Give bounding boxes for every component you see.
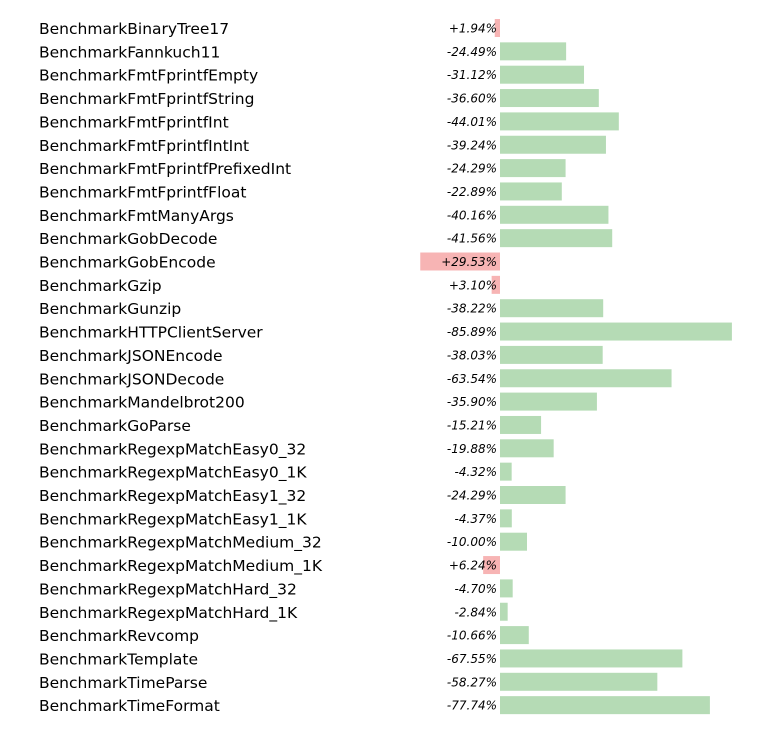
bar-BenchmarkTimeFormat (500, 696, 710, 715)
category-label: BenchmarkJSONEncode (39, 347, 223, 365)
value-label: +3.10% (449, 278, 497, 292)
bar-BenchmarkFmtFprintfPrefixedInt (500, 159, 566, 178)
category-label: BenchmarkFmtManyArgs (39, 207, 234, 225)
bar-BenchmarkBinaryTree17 (494, 19, 500, 37)
category-label: BenchmarkRevcomp (39, 627, 199, 645)
value-label: -24.29% (447, 162, 497, 176)
category-label: BenchmarkGobEncode (39, 254, 216, 272)
bar-BenchmarkFmtFprintfIntInt (500, 135, 606, 154)
value-label: -40.16% (447, 208, 497, 222)
category-label: BenchmarkRegexpMatchMedium_1K (39, 557, 323, 576)
value-label: -38.22% (447, 302, 497, 316)
bar-BenchmarkJSONDecode (500, 369, 672, 388)
category-label: BenchmarkFmtFprintfPrefixedInt (39, 160, 291, 178)
category-label: BenchmarkFannkuch11 (39, 43, 220, 61)
category-label: BenchmarkGoParse (39, 417, 191, 435)
value-label: -4.37% (455, 512, 497, 526)
category-label: BenchmarkFmtFprintfIntInt (39, 137, 249, 155)
value-label: -10.66% (447, 629, 497, 643)
bar-BenchmarkRegexpMatchHard_32 (500, 579, 513, 598)
bar-BenchmarkFannkuch11 (500, 42, 567, 61)
bar-BenchmarkRegexpMatchEasy0_32 (500, 439, 554, 458)
category-label: BenchmarkFmtFprintfEmpty (39, 67, 258, 85)
category-label: BenchmarkRegexpMatchEasy0_32 (39, 440, 306, 459)
category-label: BenchmarkHTTPClientServer (39, 324, 263, 342)
category-labels-group: BenchmarkBinaryTree17 BenchmarkFannkuch11… (39, 20, 323, 715)
value-label: -24.29% (447, 489, 497, 503)
bar-BenchmarkMandelbrot200 (500, 392, 597, 411)
category-label: BenchmarkGobDecode (39, 230, 217, 248)
value-label: -22.89% (447, 185, 497, 199)
category-label: BenchmarkRegexpMatchEasy1_1K (39, 510, 307, 529)
category-label: BenchmarkTimeFormat (39, 697, 220, 715)
category-label: BenchmarkFmtFprintfFloat (39, 183, 246, 201)
value-label: +6.24% (449, 559, 497, 573)
value-label: -4.70% (455, 582, 497, 596)
bar-BenchmarkRegexpMatchEasy0_1K (500, 462, 512, 481)
bar-BenchmarkHTTPClientServer (500, 322, 732, 341)
bar-BenchmarkFmtFprintfInt (500, 112, 619, 131)
value-label: -35.90% (447, 395, 497, 409)
bar-BenchmarkGoParse (500, 415, 542, 434)
value-label: -41.56% (447, 232, 497, 246)
bar-BenchmarkGobEncode (420, 252, 500, 271)
value-label: -58.27% (447, 675, 497, 689)
bar-BenchmarkGunzip (500, 299, 604, 318)
value-labels-group: +1.94% -24.49% -31.12% -36.60% -44.01% -39.24… (441, 22, 497, 713)
bar-BenchmarkRegexpMatchMedium_32 (500, 532, 527, 551)
category-label: BenchmarkRegexpMatchEasy0_1K (39, 464, 307, 483)
category-label: BenchmarkJSONDecode (39, 370, 224, 388)
value-label: -31.12% (447, 68, 497, 82)
value-label: -85.89% (447, 325, 497, 339)
category-label: BenchmarkGunzip (39, 300, 181, 318)
category-label: BenchmarkRegexpMatchEasy1_32 (39, 487, 306, 506)
bar-BenchmarkGzip (491, 275, 500, 294)
category-label: BenchmarkRegexpMatchHard_32 (39, 580, 297, 599)
bar-BenchmarkRevcomp (500, 626, 529, 645)
category-label: BenchmarkRegexpMatchMedium_32 (39, 534, 322, 553)
value-label: -39.24% (447, 138, 497, 152)
bar-BenchmarkRegexpMatchHard_1K (500, 602, 508, 621)
value-label: -19.88% (447, 442, 497, 456)
bar-BenchmarkRegexpMatchEasy1_32 (500, 486, 566, 504)
bar-BenchmarkFmtFprintfEmpty (500, 65, 585, 84)
value-label: -67.55% (447, 652, 497, 666)
bars-group (420, 19, 732, 715)
value-label: -38.03% (447, 348, 497, 362)
bar-BenchmarkTimeParse (500, 672, 658, 691)
bar-BenchmarkGobDecode (500, 229, 613, 248)
bar-BenchmarkRegexpMatchEasy1_1K (500, 509, 512, 528)
bar-BenchmarkRegexpMatchMedium_1K (483, 556, 500, 575)
value-label: -4.32% (455, 465, 497, 479)
category-label: BenchmarkTemplate (39, 650, 198, 668)
category-label: BenchmarkGzip (39, 277, 162, 295)
value-label: -10.00% (447, 535, 497, 549)
category-label: BenchmarkFmtFprintfInt (39, 113, 229, 131)
value-label: -2.84% (455, 605, 497, 619)
value-label: -63.54% (447, 372, 497, 386)
bar-BenchmarkFmtFprintfFloat (500, 182, 562, 201)
bar-BenchmarkFmtFprintfString (500, 89, 599, 108)
value-label: +1.94% (449, 22, 497, 36)
value-label: -36.60% (447, 92, 497, 106)
value-label: -24.49% (447, 45, 497, 59)
bar-BenchmarkJSONEncode (500, 345, 603, 364)
category-label: BenchmarkRegexpMatchHard_1K (39, 604, 298, 623)
bar-BenchmarkFmtManyArgs (500, 205, 609, 224)
value-label: -77.74% (447, 699, 497, 713)
category-label: BenchmarkFmtFprintfString (39, 90, 254, 108)
category-label: BenchmarkTimeParse (39, 674, 207, 692)
bar-BenchmarkTemplate (500, 649, 683, 668)
value-label: -15.21% (447, 418, 497, 432)
value-label: +29.53% (441, 255, 497, 269)
value-label: -44.01% (447, 115, 497, 129)
category-label: BenchmarkMandelbrot200 (39, 394, 245, 412)
category-label: BenchmarkBinaryTree17 (39, 20, 229, 38)
